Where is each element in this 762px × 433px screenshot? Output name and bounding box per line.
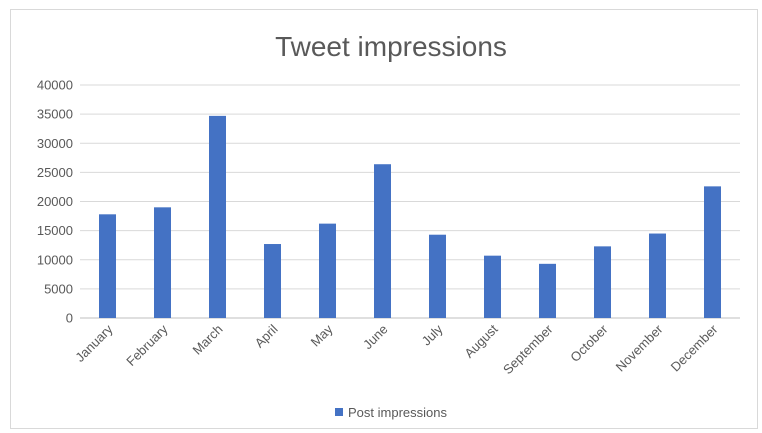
y-tick-label: 5000 (44, 281, 73, 296)
y-axis-ticks: 0 5000 10000 15000 20000 25000 30000 35000 40000 (37, 78, 73, 326)
bar-january (99, 214, 116, 318)
x-tick-label: June (360, 322, 391, 353)
x-axis-ticks: January February March April May June July Augu… (72, 321, 721, 377)
x-tick-label: May (308, 321, 336, 349)
y-tick-label: 10000 (37, 252, 73, 267)
legend: Post impressions (335, 405, 447, 420)
y-tick-label: 0 (66, 311, 73, 326)
x-tick-label: January (72, 321, 116, 365)
y-tick-label: 25000 (37, 165, 73, 180)
bar-february (154, 207, 171, 318)
y-tick-label: 15000 (37, 223, 73, 238)
bar-march (209, 115, 226, 318)
x-tick-label: July (419, 321, 446, 348)
bars (99, 115, 721, 318)
y-tick-label: 30000 (37, 136, 73, 151)
bar-december (704, 186, 721, 318)
bar-july (429, 234, 446, 318)
gridlines (80, 84, 740, 319)
x-tick-label: August (461, 321, 500, 360)
x-tick-label: October (567, 321, 611, 365)
bar-october (594, 246, 611, 318)
x-tick-label: February (123, 321, 171, 369)
x-tick-label: April (252, 321, 281, 350)
bar-september (539, 263, 556, 318)
y-tick-label: 40000 (37, 78, 73, 93)
legend-swatch (335, 408, 343, 416)
legend-label: Post impressions (348, 405, 447, 420)
x-tick-label: November (613, 321, 666, 374)
chart-title: Tweet impressions (275, 31, 507, 62)
bar-may (319, 223, 336, 318)
bar-april (264, 244, 281, 318)
y-tick-label: 35000 (37, 107, 73, 122)
bar-november (649, 233, 666, 318)
bar-august (484, 255, 501, 318)
bar-june (374, 164, 391, 318)
x-tick-label: December (668, 321, 721, 374)
y-tick-label: 20000 (37, 194, 73, 209)
x-tick-label: September (500, 321, 556, 377)
x-tick-label: March (189, 322, 225, 358)
